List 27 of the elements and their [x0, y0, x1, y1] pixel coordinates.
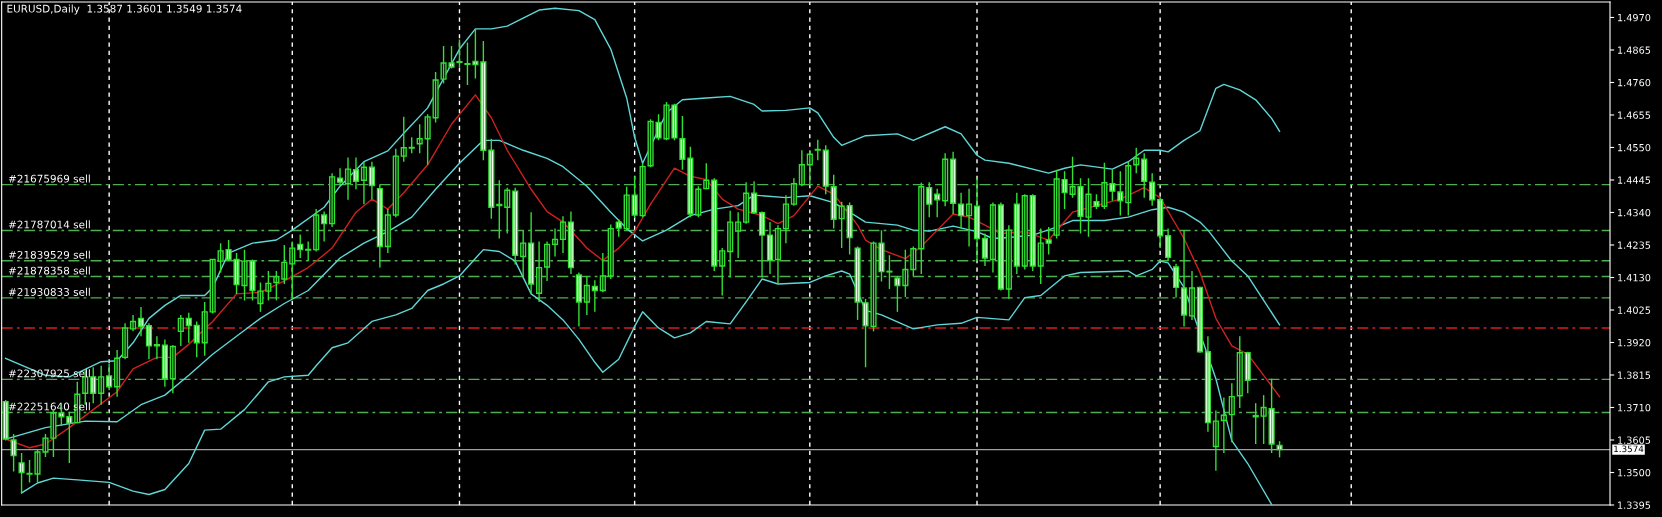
- chart-title: EURUSD,Daily 1.3587 1.3601 1.3549 1.3574: [7, 4, 242, 15]
- y-tick-label: 1.4340: [1618, 208, 1651, 217]
- ref-line-label: #21787014 sell: [8, 220, 90, 229]
- candlestick: [814, 139, 821, 161]
- candlestick: [305, 240, 312, 262]
- candlestick: [1045, 226, 1052, 256]
- y-tick-label: 1.4235: [1618, 241, 1651, 249]
- y-tick-label: 1.4865: [1618, 46, 1651, 54]
- y-tick-label: 1.3815: [1618, 371, 1651, 379]
- y-tick-label: 1.4655: [1618, 111, 1651, 119]
- y-tick-label: 1.4445: [1618, 176, 1651, 184]
- ref-line-label: #21930833 sell: [8, 287, 90, 296]
- ref-line-label: #21839529 sell: [8, 250, 90, 259]
- ref-line-label: #21675969 sell: [8, 174, 90, 183]
- y-tick-label: 1.3605: [1618, 436, 1651, 444]
- y-tick-label: 1.4130: [1618, 273, 1651, 282]
- candlestick: [18, 452, 25, 494]
- y-tick-label: 1.3710: [1618, 403, 1651, 412]
- y-tick-label: 1.3920: [1618, 338, 1651, 347]
- ref-line-label: #21878358 sell: [8, 266, 90, 275]
- y-tick-label: 1.4970: [1618, 13, 1651, 22]
- y-tick-label: 1.4760: [1618, 78, 1651, 87]
- ref-line-label: 1.3574: [1614, 445, 1644, 453]
- y-tick-label: 1.4025: [1618, 306, 1651, 314]
- y-tick-label: 1.3395: [1618, 501, 1651, 509]
- y-tick-label: 1.3500: [1618, 468, 1651, 477]
- y-tick-label: 1.4550: [1618, 143, 1651, 152]
